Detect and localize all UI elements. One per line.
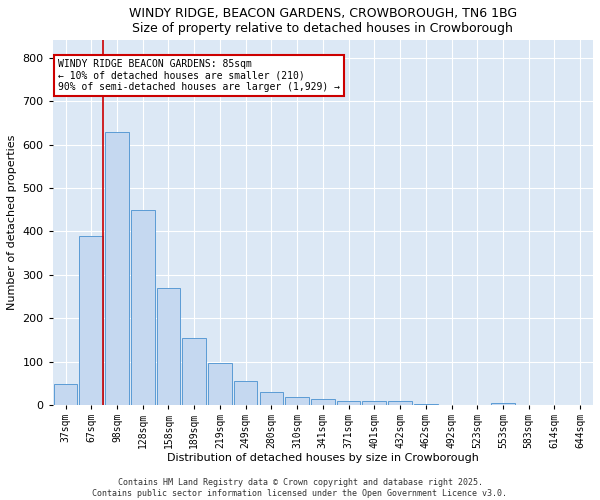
Bar <box>105 132 129 406</box>
Text: WINDY RIDGE BEACON GARDENS: 85sqm
← 10% of detached houses are smaller (210)
90%: WINDY RIDGE BEACON GARDENS: 85sqm ← 10% … <box>58 58 340 92</box>
X-axis label: Distribution of detached houses by size in Crowborough: Distribution of detached houses by size … <box>167 453 479 463</box>
Bar <box>362 401 386 406</box>
Bar <box>182 338 206 406</box>
Bar <box>260 392 283 406</box>
Title: WINDY RIDGE, BEACON GARDENS, CROWBOROUGH, TN6 1BG
Size of property relative to d: WINDY RIDGE, BEACON GARDENS, CROWBOROUGH… <box>129 7 517 35</box>
Bar <box>491 403 515 406</box>
Y-axis label: Number of detached properties: Number of detached properties <box>7 135 17 310</box>
Bar <box>414 404 437 406</box>
Bar <box>311 399 335 406</box>
Bar <box>79 236 103 406</box>
Bar <box>53 384 77 406</box>
Bar <box>208 363 232 406</box>
Text: Contains HM Land Registry data © Crown copyright and database right 2025.
Contai: Contains HM Land Registry data © Crown c… <box>92 478 508 498</box>
Bar <box>157 288 180 406</box>
Bar <box>337 401 361 406</box>
Bar <box>234 380 257 406</box>
Bar <box>388 401 412 406</box>
Bar <box>285 396 309 406</box>
Bar <box>131 210 155 406</box>
